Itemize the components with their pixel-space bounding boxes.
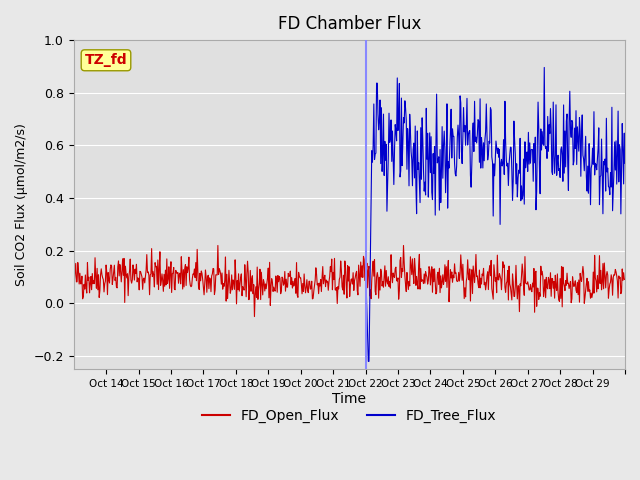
FD_Tree_Flux: [396, 174, 404, 180]
Title: FD Chamber Flux: FD Chamber Flux: [278, 15, 421, 33]
FD_Tree_Flux: [621, 160, 629, 166]
FD_Tree_Flux: [540, 65, 548, 71]
FD_Tree_Flux: [449, 126, 456, 132]
FD_Tree_Flux: [364, 359, 372, 364]
FD_Open_Flux: [621, 276, 629, 282]
FD_Open_Flux: [251, 314, 259, 320]
FD_Open_Flux: [392, 266, 399, 272]
Legend: FD_Open_Flux, FD_Tree_Flux: FD_Open_Flux, FD_Tree_Flux: [196, 403, 502, 428]
FD_Tree_Flux: [392, 122, 399, 128]
X-axis label: Time: Time: [332, 392, 366, 406]
FD_Open_Flux: [214, 242, 221, 248]
Text: TZ_fd: TZ_fd: [84, 53, 127, 67]
FD_Tree_Flux: [541, 142, 548, 148]
Y-axis label: Soil CO2 Flux (μmol/m2/s): Soil CO2 Flux (μmol/m2/s): [15, 123, 28, 286]
Line: FD_Open_Flux: FD_Open_Flux: [74, 245, 625, 317]
FD_Tree_Flux: [362, 261, 369, 267]
FD_Open_Flux: [104, 292, 111, 298]
FD_Open_Flux: [422, 272, 430, 278]
Line: FD_Tree_Flux: FD_Tree_Flux: [365, 68, 625, 361]
FD_Open_Flux: [546, 286, 554, 291]
FD_Tree_Flux: [617, 211, 625, 217]
FD_Tree_Flux: [448, 155, 456, 161]
FD_Open_Flux: [70, 272, 77, 277]
FD_Open_Flux: [490, 296, 497, 302]
FD_Open_Flux: [406, 283, 413, 289]
